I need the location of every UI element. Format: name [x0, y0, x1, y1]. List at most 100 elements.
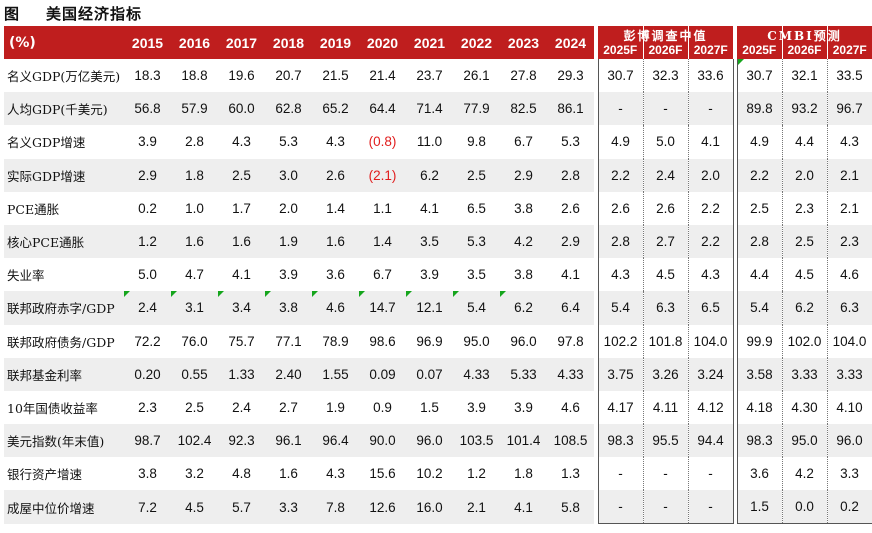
historical-value: 4.6 — [312, 291, 359, 325]
cmbi-value: 4.3 — [826, 125, 872, 159]
historical-value: 77.1 — [275, 333, 302, 349]
bloomberg-value: 102.2 — [597, 324, 643, 358]
bloomberg-group-header: 彭博调查中值 — [623, 29, 708, 43]
historical-value: 1.6 — [218, 224, 265, 259]
row-label: 失业率 — [7, 268, 45, 284]
historical-value: 5.0 — [138, 267, 157, 283]
historical-value: 5.3 — [279, 134, 298, 150]
bloomberg-value: 101.8 — [642, 324, 688, 358]
spacer — [594, 125, 598, 159]
table-row: 核心PCE通胀 1.2 1.6 1.6 1.9 1.6 1.4 3.5 5.3 4.2 2.9 2.8… — [4, 224, 872, 259]
historical-value: 1.9 — [265, 224, 312, 259]
bloomberg-value: 3.75 — [597, 357, 643, 391]
historical-value: 1.1 — [373, 200, 392, 216]
cmbi-value: 4.4 — [781, 125, 827, 159]
table-row: 实际GDP增速 2.9 1.8 2.5 3.0 2.6 (2.1) 6.2 2.5 2.9 2.8 2… — [4, 158, 872, 192]
spacer — [733, 158, 737, 192]
historical-value: 6.2 — [500, 291, 547, 325]
bloomberg-value: - — [687, 92, 734, 126]
historical-value: 10.2 — [416, 466, 443, 482]
bloomberg-value: 4.3 — [597, 258, 643, 292]
spacer — [594, 191, 598, 225]
bloomberg-value: 4.1 — [687, 125, 734, 159]
historical-value: 95.0 — [463, 333, 490, 349]
historical-value: 4.33 — [547, 357, 594, 391]
historical-value: 1.0 — [185, 200, 204, 216]
cmbi-value: 4.5 — [781, 258, 827, 292]
table-row: 10年国债收益率 2.3 2.5 2.4 2.7 1.9 0.9 1.5 3.9 3.9 4.6 4.… — [4, 390, 872, 425]
cmbi-value: 2.3 — [781, 191, 827, 225]
bloomberg-value: - — [642, 457, 688, 491]
historical-value: 2.1 — [453, 490, 500, 524]
historical-value: 3.8 — [514, 200, 533, 216]
historical-value: 96.1 — [265, 424, 312, 458]
bloomberg-value: - — [687, 457, 734, 491]
spacer — [594, 424, 598, 458]
header-row: (%) 2015 2016 2017 2018 2019 2020 2021 2… — [4, 26, 872, 59]
bloomberg-value: 4.5 — [642, 258, 688, 292]
table-row: PCE通胀 0.2 1.0 1.7 2.0 1.4 1.1 4.1 6.5 3.8 2.6 2.6 2.… — [4, 191, 872, 225]
cmbi-value: 4.4 — [736, 258, 782, 292]
historical-value: 2.9 — [500, 158, 547, 192]
cmbi-value: 89.8 — [736, 92, 782, 126]
table-row: 失业率 5.0 4.7 4.1 3.9 3.6 6.7 3.9 3.5 3.8 4.1 4.3 4.5 4… — [4, 258, 872, 292]
year-header: 2024 — [547, 26, 594, 59]
historical-value: 2.9 — [547, 224, 594, 259]
cmbi-value: 4.6 — [826, 258, 872, 292]
historical-value: 102.4 — [171, 424, 218, 458]
year-header: 2021 — [406, 26, 453, 59]
historical-value: 1.33 — [218, 357, 265, 391]
cmbi-value: 2.8 — [736, 224, 782, 259]
row-label: 联邦政府债务/GDP — [7, 334, 115, 350]
bloomberg-value: 4.17 — [597, 390, 643, 425]
historical-value: 1.4 — [359, 224, 406, 259]
historical-value: 2.5 — [218, 158, 265, 192]
historical-value: 2.40 — [265, 357, 312, 391]
historical-value: 62.8 — [265, 92, 312, 126]
historical-value: 6.5 — [467, 200, 486, 216]
bloomberg-value: 4.12 — [687, 390, 734, 425]
historical-value: 90.0 — [359, 424, 406, 458]
spacer — [594, 59, 598, 93]
spacer — [594, 357, 598, 391]
cmbi-value: 4.30 — [781, 390, 827, 425]
spacer — [733, 291, 737, 325]
bloomberg-value: - — [597, 457, 643, 491]
historical-value: 3.9 — [138, 134, 157, 150]
bloomberg-value: 2.4 — [642, 158, 688, 192]
bloomberg-value: 32.3 — [642, 59, 688, 93]
spacer — [594, 92, 598, 126]
cmbi-value: 3.3 — [826, 457, 872, 491]
cmbi-value: 3.6 — [736, 457, 782, 491]
row-label: 成屋中位价增速 — [4, 490, 124, 524]
historical-value: 4.3 — [326, 134, 345, 150]
historical-value: 57.9 — [171, 92, 218, 126]
bloomberg-value: 2.8 — [597, 224, 643, 259]
cmbi-value: 1.5 — [736, 490, 782, 525]
historical-value: 4.6 — [561, 399, 580, 415]
row-label: 美元指数(年末值) — [4, 424, 124, 458]
cmbi-value: 2.0 — [781, 158, 827, 192]
historical-value: 0.07 — [406, 357, 453, 391]
historical-value: 4.1 — [500, 490, 547, 524]
historical-value: 6.2 — [406, 158, 453, 192]
historical-value: 65.2 — [312, 92, 359, 126]
historical-value: 3.8 — [138, 466, 157, 482]
cmbi-value: 99.9 — [736, 324, 782, 358]
historical-value: 3.9 — [514, 399, 533, 415]
historical-value: 6.7 — [373, 267, 392, 283]
historical-value: 2.6 — [312, 158, 359, 192]
historical-value: 4.3 — [232, 134, 251, 150]
spacer — [733, 125, 737, 159]
historical-value: 108.5 — [547, 424, 594, 458]
spacer — [733, 424, 737, 458]
historical-value: 1.6 — [279, 466, 298, 482]
row-label: 银行资产增速 — [7, 467, 83, 483]
historical-value: 82.5 — [500, 92, 547, 126]
historical-value: 16.0 — [406, 490, 453, 524]
year-header: 2016 — [171, 26, 218, 59]
cmbi-value: 3.58 — [736, 357, 782, 391]
historical-value: 1.6 — [171, 224, 218, 259]
cmbi-value: 2.1 — [826, 158, 872, 192]
historical-value: 3.5 — [467, 267, 486, 283]
